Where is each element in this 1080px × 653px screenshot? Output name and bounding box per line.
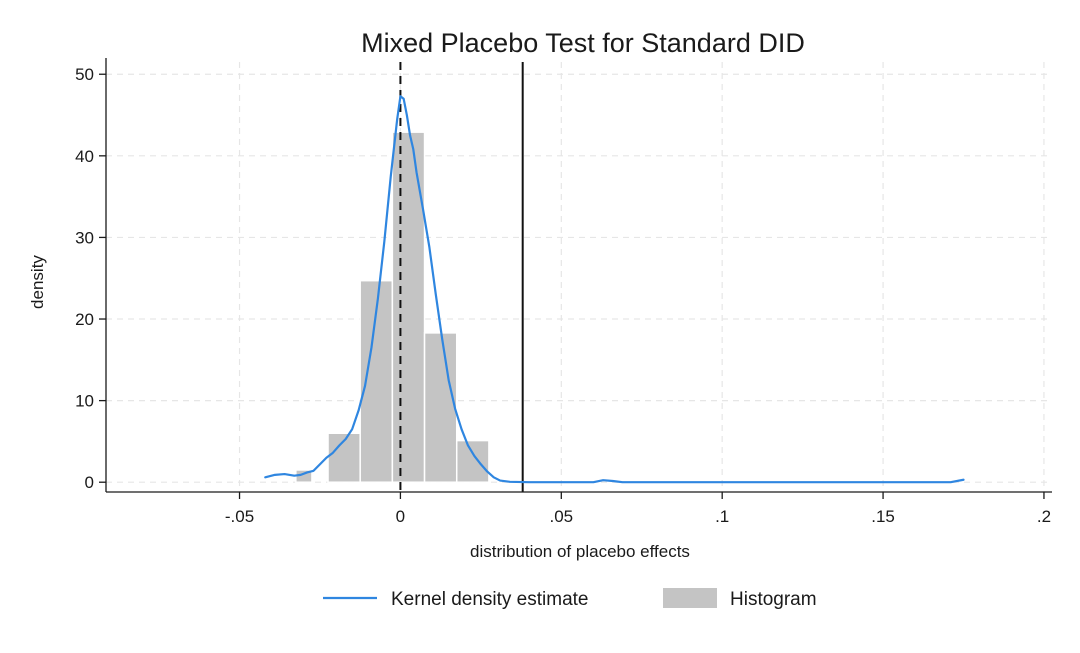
- chart-title: Mixed Placebo Test for Standard DID: [361, 28, 805, 58]
- axes: 0 10 20 30 40 50 -.05 0 .05 .1 .15 .2: [75, 58, 1052, 526]
- x-tick-label: .05: [549, 507, 573, 526]
- legend: Kernel density estimate Histogram: [323, 588, 817, 610]
- histogram-bar: [423, 332, 458, 483]
- y-tick-label: 40: [75, 147, 94, 166]
- x-tick-label: 0: [396, 507, 405, 526]
- x-axis-label: distribution of placebo effects: [470, 542, 690, 561]
- y-tick-label: 10: [75, 392, 94, 411]
- kde-curve: [264, 95, 965, 484]
- y-tick-label: 50: [75, 65, 94, 84]
- histogram-bar: [455, 439, 490, 483]
- reference-lines: [399, 62, 524, 492]
- x-tick-label: .2: [1037, 507, 1051, 526]
- y-tick-label: 20: [75, 310, 94, 329]
- kde-curve-group: [264, 95, 965, 484]
- x-tick-label: .15: [871, 507, 895, 526]
- y-axis-label: density: [28, 255, 47, 309]
- legend-kde-label: Kernel density estimate: [391, 589, 589, 610]
- x-tick-label: .1: [715, 507, 729, 526]
- legend-histogram-swatch: [663, 588, 717, 608]
- histogram-bars: [295, 131, 490, 483]
- grid-lines: [106, 62, 1050, 492]
- x-tick-label: -.05: [225, 507, 254, 526]
- y-tick-label: 0: [85, 473, 94, 492]
- legend-histogram-label: Histogram: [730, 589, 817, 610]
- y-tick-label: 30: [75, 228, 94, 247]
